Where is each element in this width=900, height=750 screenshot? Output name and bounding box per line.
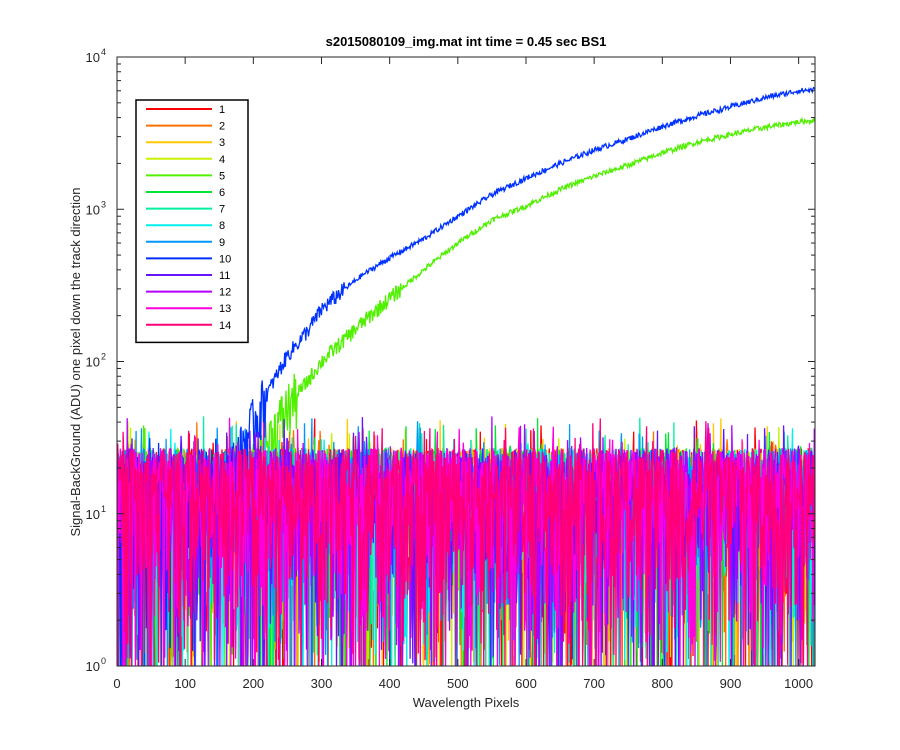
x-tick-label: 700 <box>583 676 605 691</box>
x-tick-label: 1000 <box>784 676 813 691</box>
legend-label-8: 8 <box>219 220 225 232</box>
legend-label-11: 11 <box>219 270 230 282</box>
y-tick-label: 10 <box>86 659 100 674</box>
chart-title: s2015080109_img.mat int time = 0.45 sec … <box>326 34 607 49</box>
legend-box <box>135 99 249 344</box>
y-tick-exponent: 3 <box>101 199 106 209</box>
legend-label-13: 13 <box>219 303 231 315</box>
legend-label-5: 5 <box>219 170 225 182</box>
y-tick-exponent: 2 <box>101 352 106 362</box>
y-tick-label: 10 <box>86 507 100 522</box>
plot-area <box>117 86 815 666</box>
x-tick-label: 900 <box>720 676 742 691</box>
legend-label-2: 2 <box>219 121 225 133</box>
x-tick-label: 600 <box>515 676 537 691</box>
legend-label-3: 3 <box>219 137 225 149</box>
legend-label-6: 6 <box>219 187 225 199</box>
y-tick-exponent: 0 <box>101 656 106 666</box>
x-tick-label: 800 <box>651 676 673 691</box>
x-tick-label: 400 <box>379 676 401 691</box>
x-tick-label: 500 <box>447 676 469 691</box>
y-tick-exponent: 1 <box>101 504 106 514</box>
y-tick-label: 10 <box>86 50 100 65</box>
series-14-line <box>117 418 815 666</box>
x-tick-label: 200 <box>242 676 264 691</box>
legend-label-14: 14 <box>219 320 231 332</box>
legend-label-12: 12 <box>219 287 231 299</box>
legend-label-10: 10 <box>219 253 231 265</box>
x-tick-label: 300 <box>311 676 333 691</box>
legend-label-7: 7 <box>219 204 225 216</box>
y-tick-label: 10 <box>86 355 100 370</box>
y-tick-exponent: 4 <box>101 47 106 57</box>
legend-label-1: 1 <box>219 104 225 116</box>
x-axis-title: Wavelength Pixels <box>413 695 520 710</box>
legend-label-4: 4 <box>219 154 225 166</box>
legend-label-9: 9 <box>219 237 225 249</box>
x-tick-label: 100 <box>174 676 196 691</box>
y-tick-label: 10 <box>86 202 100 217</box>
x-tick-label: 0 <box>113 676 120 691</box>
y-axis-title: Signal-BackGround (ADU) one pixel down t… <box>68 187 83 536</box>
